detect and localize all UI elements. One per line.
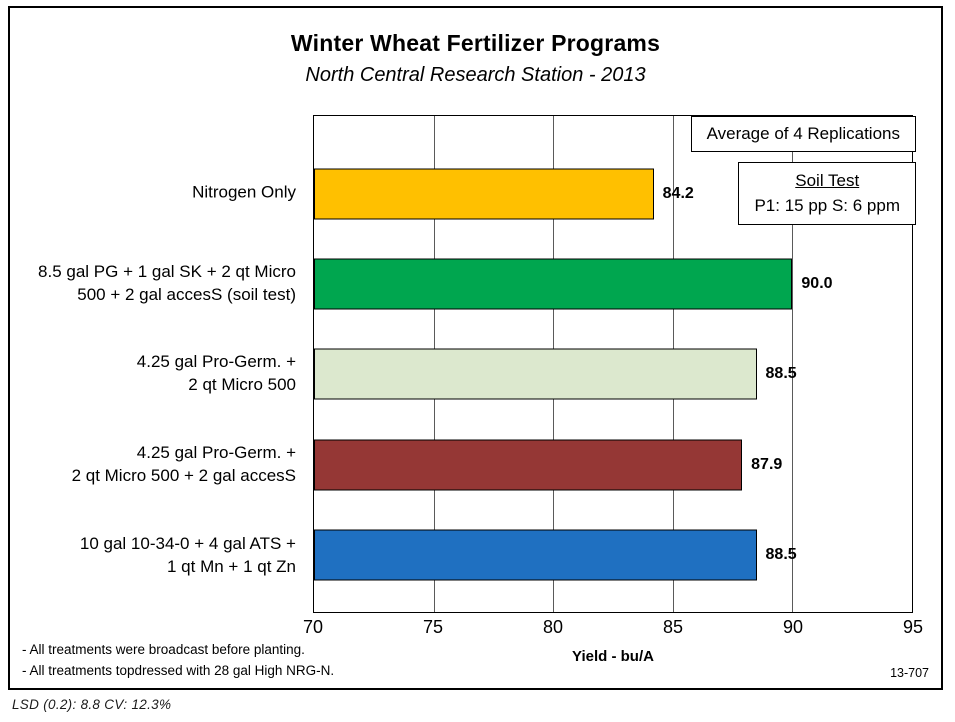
soil-test-box: Soil Test P1: 15 pp S: 6 ppm — [738, 162, 916, 226]
bar-value-label: 88.5 — [765, 365, 797, 383]
x-axis-label: Yield - bu/A — [572, 648, 654, 665]
category-label: 4.25 gal Pro-Germ. + 2 qt Micro 500 — [136, 352, 296, 395]
x-tick-label: 75 — [422, 617, 444, 637]
gridline — [792, 116, 794, 612]
chart-frame: Winter Wheat Fertilizer Programs North C… — [8, 6, 943, 690]
category-label: Nitrogen Only — [192, 182, 296, 202]
x-tick-label: 80 — [542, 617, 564, 637]
x-tick-label: 70 — [302, 617, 324, 637]
chart-title: Winter Wheat Fertilizer Programs — [290, 30, 661, 56]
bar-2 — [314, 258, 793, 310]
replications-text: Average of 4 Replications — [706, 124, 900, 143]
footnotes: - All treatments were broadcast before p… — [22, 639, 334, 682]
bar-4 — [314, 439, 743, 491]
plot-area: Average of 4 Replications Soil Test P1: … — [313, 115, 916, 613]
x-tick-label: 90 — [782, 617, 804, 637]
x-axis-ticks: 70 75 80 85 90 95 — [303, 617, 923, 643]
category-label: 10 gal 10-34-0 + 4 gal ATS + 1 qt Mn + 1… — [79, 533, 296, 576]
soil-test-title: Soil Test — [795, 171, 860, 190]
bar-3 — [314, 348, 757, 400]
bar-value-label: 84.2 — [662, 184, 694, 202]
x-tick-label: 85 — [662, 617, 684, 637]
figure-number: 13-707 — [890, 666, 929, 680]
x-tick-label: 95 — [902, 617, 924, 637]
chart-subtitle: North Central Research Station - 2013 — [305, 64, 646, 86]
category-labels: Nitrogen Only 8.5 gal PG + 1 gal SK + 2 q… — [16, 115, 304, 613]
bar-value-label: 88.5 — [765, 545, 797, 563]
bar-5 — [314, 529, 757, 581]
replications-box: Average of 4 Replications — [690, 116, 916, 152]
bar-1 — [314, 168, 654, 220]
bar-value-label: 87.9 — [751, 455, 783, 473]
bar-value-label: 90.0 — [801, 275, 833, 293]
stats-line: LSD (0.2): 8.8 CV: 12.3% — [12, 697, 172, 712]
category-label: 8.5 gal PG + 1 gal SK + 2 qt Micro 500 +… — [38, 261, 296, 304]
footnote-2: - All treatments topdressed with 28 gal … — [22, 663, 335, 679]
category-label: 4.25 gal Pro-Germ. + 2 qt Micro 500 + 2 … — [71, 443, 296, 486]
soil-test-values: P1: 15 pp S: 6 ppm — [754, 195, 900, 215]
footnote-1: - All treatments were broadcast before p… — [22, 641, 305, 657]
